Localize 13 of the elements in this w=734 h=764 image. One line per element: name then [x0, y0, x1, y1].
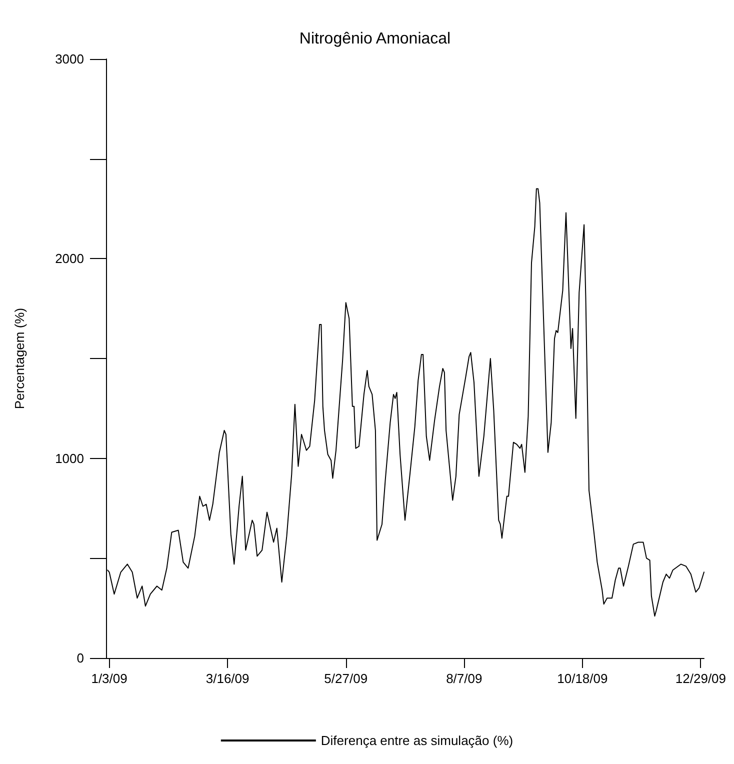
y-axis-title: Percentagem (%) [12, 308, 27, 410]
x-tick-label: 12/29/09 [675, 671, 726, 686]
y-tick-label: 1000 [55, 450, 84, 466]
x-tick-label: 8/7/09 [446, 671, 482, 686]
x-tick-label: 1/3/09 [91, 671, 128, 686]
y-tick-label: 3000 [55, 52, 84, 66]
x-tick-label: 5/27/09 [324, 671, 368, 686]
x-tick-label: 3/16/09 [206, 671, 250, 686]
y-tick-label: 2000 [55, 251, 84, 266]
text: Diferença entre as simulação (%) [320, 733, 514, 748]
y-tick-label: 0 [76, 650, 84, 666]
chart-title: Nitrogênio Amoniacal [299, 30, 451, 48]
x-tick-label: 10/18/09 [557, 671, 608, 686]
